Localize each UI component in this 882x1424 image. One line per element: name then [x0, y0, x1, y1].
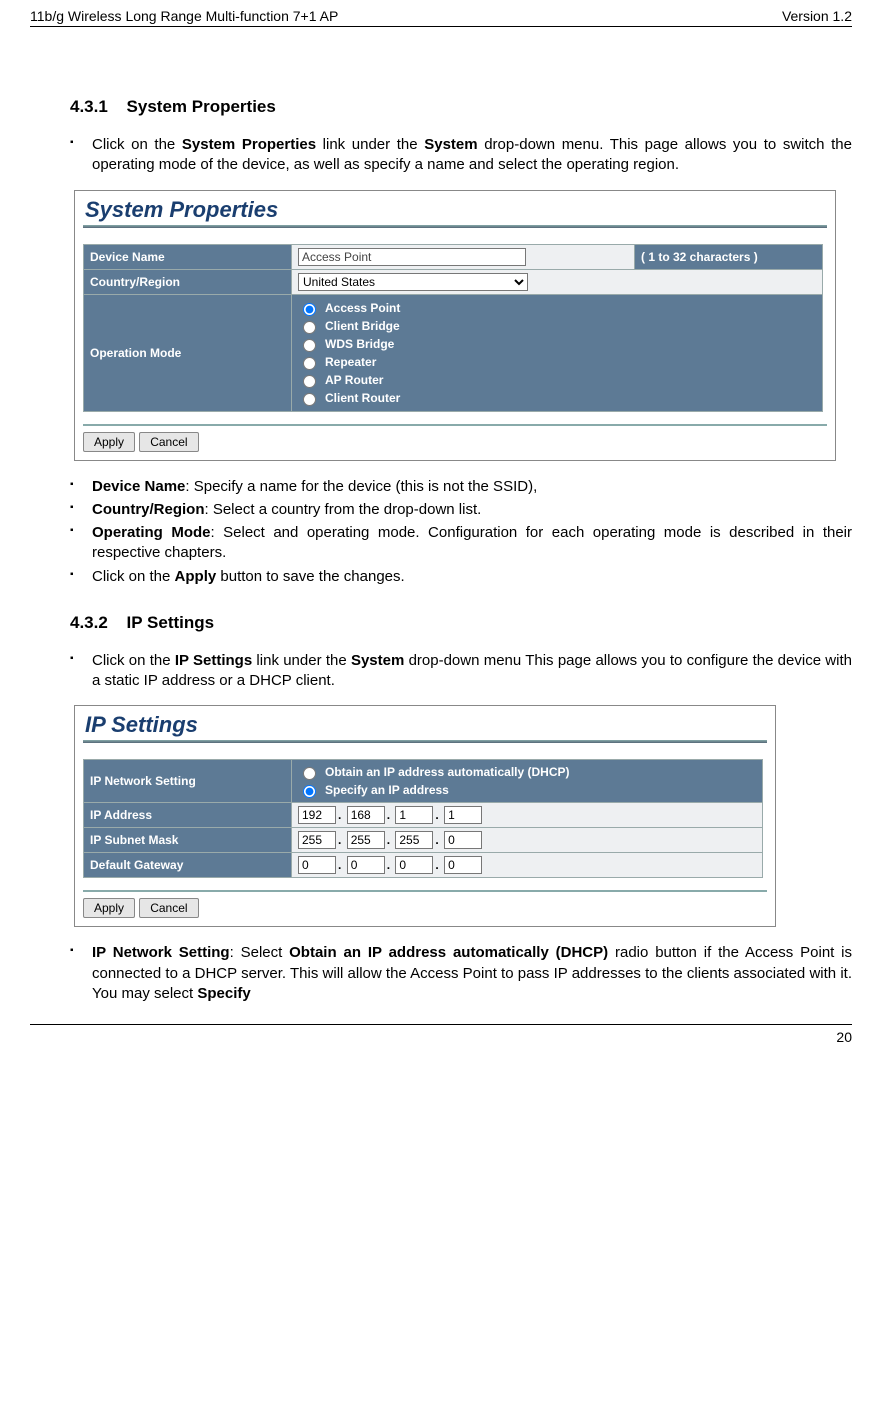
panel-title: System Properties [75, 191, 835, 225]
mask-oct-2[interactable] [395, 831, 433, 849]
apply-button[interactable]: Apply [83, 432, 135, 452]
header-right: Version 1.2 [782, 8, 852, 24]
opmode-text-4: AP Router [325, 373, 383, 387]
ip-settings-panel: IP Settings IP Network Setting Obtain an… [74, 705, 776, 927]
doc-footer: 20 [30, 1024, 852, 1045]
panel-underline-ip [83, 740, 767, 743]
opmode-text-5: Client Router [325, 391, 400, 405]
gw-oct-2[interactable] [395, 856, 433, 874]
ipnet-radio-static[interactable] [303, 785, 316, 798]
heading-title-432: IP Settings [127, 613, 215, 632]
opmode-text-0: Access Point [325, 301, 400, 315]
ipnet-text-static: Specify an IP address [325, 783, 449, 797]
gw-oct-0[interactable] [298, 856, 336, 874]
ip-oct-3[interactable] [444, 806, 482, 824]
gw-oct-1[interactable] [347, 856, 385, 874]
page-number: 20 [836, 1029, 852, 1045]
device-name-cell [292, 244, 635, 269]
mask-oct-3[interactable] [444, 831, 482, 849]
bullet-apply: Click on the Apply button to save the ch… [30, 567, 852, 587]
heading-num-432: 4.3.2 [70, 613, 108, 632]
ip-cell: . . . [292, 803, 763, 828]
device-name-input[interactable] [298, 248, 526, 266]
intro-431: Click on the System Properties link unde… [30, 135, 852, 176]
intro-432: Click on the IP Settings link under the … [30, 651, 852, 692]
ipnet-cell: Obtain an IP address automatically (DHCP… [292, 760, 763, 803]
opmode-radio-2[interactable] [303, 339, 316, 352]
apply-button-ip[interactable]: Apply [83, 898, 135, 918]
button-bar-431: Apply Cancel [75, 418, 835, 460]
ip-oct-0[interactable] [298, 806, 336, 824]
ip-settings-table: IP Network Setting Obtain an IP address … [83, 759, 763, 878]
country-cell: United States [292, 269, 823, 294]
ipnet-text-dhcp: Obtain an IP address automatically (DHCP… [325, 765, 570, 779]
mask-oct-0[interactable] [298, 831, 336, 849]
mask-label: IP Subnet Mask [84, 828, 292, 853]
opmode-radio-4[interactable] [303, 375, 316, 388]
heading-title: System Properties [127, 97, 276, 116]
heading-431: 4.3.1 System Properties [70, 97, 852, 117]
ipnet-radio-dhcp[interactable] [303, 767, 316, 780]
ip-oct-2[interactable] [395, 806, 433, 824]
system-properties-panel: System Properties Device Name ( 1 to 32 … [74, 190, 836, 461]
bullet-ipnet: IP Network Setting: Select Obtain an IP … [30, 943, 852, 1004]
header-left: 11b/g Wireless Long Range Multi-function… [30, 8, 338, 24]
gw-cell: . . . [292, 853, 763, 878]
country-label: Country/Region [84, 269, 292, 294]
cancel-button[interactable]: Cancel [139, 432, 198, 452]
opmode-radio-0[interactable] [303, 303, 316, 316]
doc-header: 11b/g Wireless Long Range Multi-function… [30, 8, 852, 27]
bullet-opmode: Operating Mode: Select and operating mod… [30, 523, 852, 564]
bullet-device-name: Device Name: Specify a name for the devi… [30, 477, 852, 497]
gw-oct-3[interactable] [444, 856, 482, 874]
cancel-button-ip[interactable]: Cancel [139, 898, 198, 918]
bullet-country: Country/Region: Select a country from th… [30, 500, 852, 520]
country-select[interactable]: United States [298, 273, 528, 291]
opmode-text-2: WDS Bridge [325, 337, 394, 351]
device-name-label: Device Name [84, 244, 292, 269]
gw-label: Default Gateway [84, 853, 292, 878]
mask-oct-1[interactable] [347, 831, 385, 849]
opmode-radio-1[interactable] [303, 321, 316, 334]
button-bar-432: Apply Cancel [75, 884, 775, 926]
ipnet-label: IP Network Setting [84, 760, 292, 803]
opmode-text-3: Repeater [325, 355, 376, 369]
opmode-radio-5[interactable] [303, 393, 316, 406]
panel-underline [83, 225, 827, 228]
heading-432: 4.3.2 IP Settings [70, 613, 852, 633]
device-name-hint: ( 1 to 32 characters ) [635, 244, 823, 269]
opmode-text-1: Client Bridge [325, 319, 400, 333]
mask-cell: . . . [292, 828, 763, 853]
opmode-label: Operation Mode [84, 294, 292, 411]
ip-label: IP Address [84, 803, 292, 828]
opmode-radio-3[interactable] [303, 357, 316, 370]
panel-title-ip: IP Settings [75, 706, 775, 740]
opmode-cell: Access Point Client Bridge WDS Bridge Re… [292, 294, 823, 411]
heading-num: 4.3.1 [70, 97, 108, 116]
ip-oct-1[interactable] [347, 806, 385, 824]
system-properties-table: Device Name ( 1 to 32 characters ) Count… [83, 244, 823, 412]
